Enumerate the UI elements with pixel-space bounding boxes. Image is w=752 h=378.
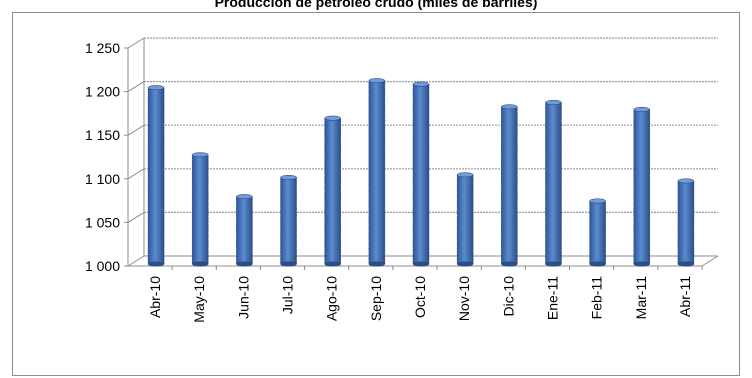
bar: [677, 178, 695, 267]
y-tick-label: 1 100: [85, 171, 120, 187]
grid-depth-line: [127, 37, 145, 49]
bars: [147, 78, 695, 267]
y-tick-label: 1 250: [85, 40, 120, 56]
bar: [589, 198, 606, 267]
bar: [501, 104, 518, 267]
y-tick-label: 1 150: [85, 127, 120, 143]
gridlines: [127, 37, 718, 267]
grid-depth-line: [127, 124, 145, 136]
x-tick-label: Ene-11: [544, 276, 560, 320]
y-tick-label: 1 050: [85, 214, 120, 230]
x-tick-label: May-10: [191, 276, 207, 323]
x-tick-label: Ago-10: [324, 276, 340, 321]
bar: [324, 115, 341, 267]
x-tick-label: Sep-10: [368, 276, 384, 321]
bar: [280, 174, 297, 267]
bar: [236, 194, 253, 267]
tick-labels: 1 000 1 050 1 100 1 150 1 200 1 250 Abr-10 May-…: [85, 40, 693, 323]
grid-depth-line: [127, 211, 145, 223]
bar: [633, 106, 651, 267]
y-tick-label: 1 200: [85, 84, 120, 100]
grid-depth-line: [127, 81, 145, 93]
x-tick-label: Jun-10: [235, 276, 251, 319]
grid-depth-line: [127, 168, 145, 180]
bar: [412, 81, 430, 267]
bar: [191, 152, 209, 267]
bar: [545, 99, 562, 267]
bar: [456, 172, 474, 267]
chart-title: Producción de petróleo crudo (miles de b…: [214, 0, 538, 10]
x-tick-label: Feb-11: [589, 276, 605, 320]
x-tick-label: Jul-10: [280, 276, 296, 314]
floor-edge: [701, 255, 719, 267]
bar: [368, 78, 386, 267]
axes: [124, 38, 719, 270]
x-tick-label: Nov-10: [456, 276, 472, 321]
y-tick-label: 1 000: [85, 258, 120, 274]
x-tick-label: Dic-10: [500, 276, 516, 317]
x-tick-label: Abr-11: [677, 276, 693, 317]
x-tick-label: Mar-11: [633, 276, 649, 320]
grid-depth-line: [127, 255, 145, 267]
x-tick-label: Abr-10: [147, 276, 163, 318]
x-tick-label: Oct-10: [412, 276, 428, 318]
bar: [147, 85, 165, 267]
